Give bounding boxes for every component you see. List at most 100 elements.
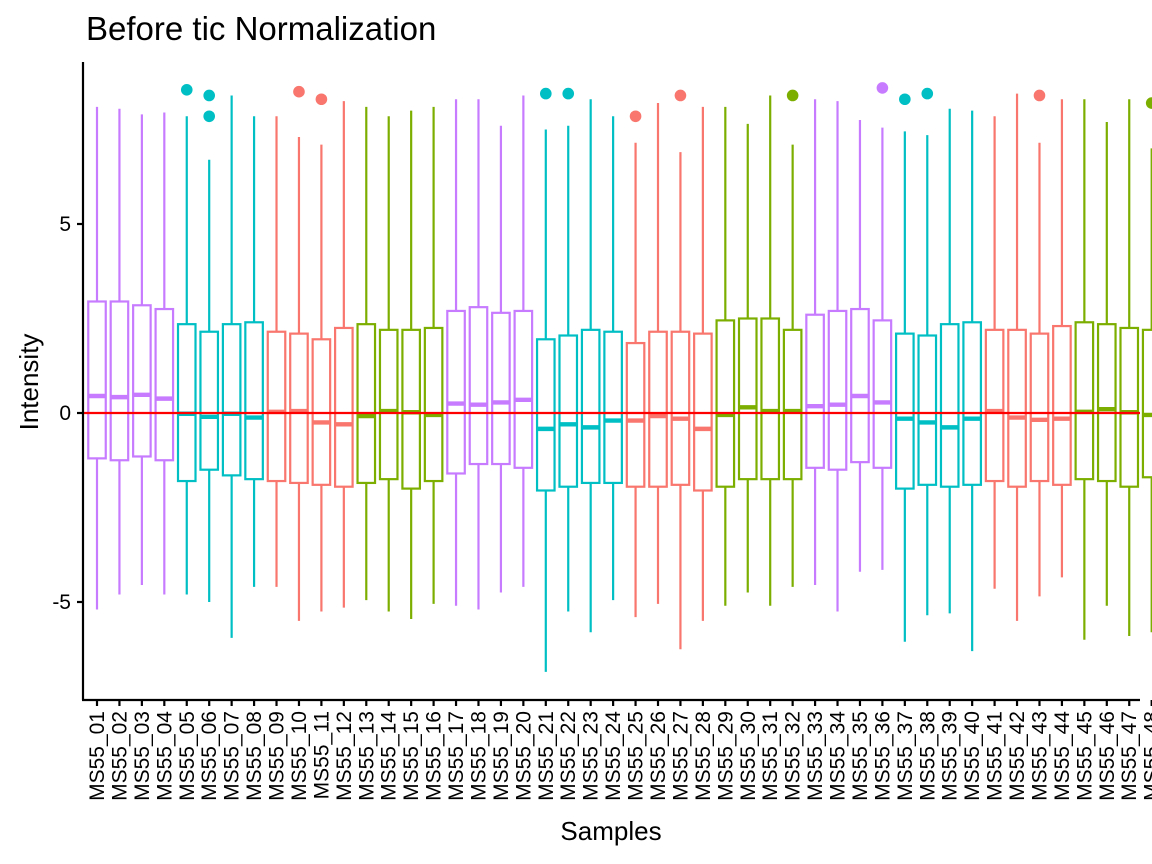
box-group [87, 82, 1152, 672]
iqr-box [87, 300, 107, 460]
iqr-box [603, 330, 623, 485]
x-tick-label: MS55_16 [423, 711, 446, 801]
x-tick-label: MS55_27 [669, 711, 692, 801]
box-MS55_05 [176, 84, 197, 595]
x-tick-label: MS55_22 [557, 711, 580, 801]
box-MS55_33 [805, 99, 825, 585]
outlier-point [562, 87, 575, 100]
iqr-box [176, 323, 197, 483]
y-tick-label: -5 [52, 591, 71, 614]
box-MS55_29 [715, 106, 736, 606]
plot-area [83, 82, 1152, 672]
x-axis-ticks: MS55_01 MS55_02 MS55_03 MS55_04 MS55_05 MS55_… [86, 700, 1152, 801]
box-MS55_06 [199, 89, 220, 602]
box-MS55_32 [782, 89, 803, 587]
iqr-box [446, 309, 466, 475]
iqr-box [805, 313, 825, 469]
iqr-box [423, 326, 444, 483]
outlier-point [203, 89, 215, 102]
box-MS55_20 [513, 95, 534, 587]
x-tick-label: MS55_41 [984, 711, 1007, 801]
iqr-box [535, 338, 556, 492]
x-tick-label: MS55_36 [871, 711, 894, 801]
x-tick-label: MS55_08 [243, 711, 266, 801]
iqr-box [1007, 328, 1027, 488]
y-axis-title: Intensity [14, 334, 44, 431]
box-MS55_30 [737, 123, 758, 593]
box-MS55_17 [446, 99, 466, 606]
x-tick-label: MS55_46 [1096, 711, 1119, 801]
box-MS55_23 [580, 99, 601, 633]
box-MS55_15 [401, 110, 422, 620]
iqr-box [491, 311, 511, 466]
iqr-box [221, 323, 242, 477]
x-tick-label: MS55_18 [467, 711, 490, 801]
outlier-point [1033, 89, 1046, 102]
x-tick-label: MS55_05 [176, 711, 199, 801]
box-MS55_43 [1029, 89, 1050, 597]
x-tick-label: MS55_11 [310, 711, 333, 799]
iqr-box [917, 334, 938, 486]
box-MS55_44 [1052, 99, 1072, 578]
x-tick-label: MS55_06 [198, 711, 221, 801]
box-MS55_11 [311, 93, 332, 612]
outlier-point [786, 89, 799, 102]
iqr-box [580, 328, 601, 485]
x-tick-label: MS55_48 [1141, 711, 1152, 801]
box-MS55_31 [760, 95, 781, 606]
x-tick-label: MS55_39 [939, 711, 962, 801]
iqr-box [760, 317, 781, 481]
x-tick-label: MS55_01 [86, 711, 109, 801]
x-tick-label: MS55_19 [490, 711, 513, 801]
iqr-box [984, 328, 1005, 483]
box-MS55_39 [939, 108, 960, 614]
iqr-box [1052, 324, 1072, 486]
outlier-point [674, 89, 687, 102]
box-MS55_28 [693, 106, 713, 621]
box-MS55_35 [850, 120, 870, 572]
box-MS55_03 [132, 114, 152, 585]
x-tick-label: MS55_17 [445, 711, 468, 801]
box-MS55_12 [333, 101, 354, 608]
iqr-box [670, 330, 691, 486]
iqr-box [333, 326, 354, 488]
iqr-box [827, 309, 848, 471]
iqr-box [850, 307, 870, 464]
iqr-box [378, 328, 399, 481]
y-axis-ticks: -5 0 5 [52, 213, 83, 614]
outlier-point [921, 87, 934, 100]
iqr-box [715, 319, 736, 488]
x-axis-title: Samples [560, 816, 661, 846]
x-tick-label: MS55_38 [916, 711, 939, 801]
x-tick-label: MS55_28 [692, 711, 715, 801]
x-tick-label: MS55_33 [804, 711, 827, 801]
x-tick-label: MS55_40 [961, 711, 984, 801]
x-tick-label: MS55_32 [782, 711, 805, 801]
iqr-box [266, 330, 287, 483]
box-MS55_42 [1007, 93, 1027, 621]
iqr-box [109, 300, 130, 462]
x-tick-label: MS55_12 [333, 711, 356, 801]
x-tick-label: MS55_23 [580, 711, 603, 801]
box-MS55_37 [894, 93, 915, 642]
box-MS55_46 [1096, 121, 1117, 606]
iqr-box [872, 319, 893, 469]
y-tick-label: 0 [59, 402, 71, 425]
box-MS55_13 [356, 106, 377, 601]
outlier-point [876, 82, 889, 94]
x-tick-label: MS55_34 [827, 711, 850, 801]
iqr-box [513, 309, 534, 469]
x-tick-label: MS55_47 [1118, 711, 1141, 801]
box-MS55_10 [289, 85, 309, 621]
x-tick-label: MS55_15 [400, 711, 423, 801]
box-MS55_25 [625, 110, 646, 618]
x-tick-label: MS55_45 [1073, 711, 1096, 801]
outlier-point [203, 110, 215, 123]
iqr-box [782, 328, 803, 481]
box-MS55_08 [244, 116, 264, 587]
box-MS55_18 [468, 99, 489, 610]
box-MS55_09 [266, 116, 287, 587]
x-tick-label: MS55_21 [535, 711, 558, 801]
x-tick-label: MS55_44 [1051, 711, 1074, 801]
iqr-box [962, 321, 983, 486]
